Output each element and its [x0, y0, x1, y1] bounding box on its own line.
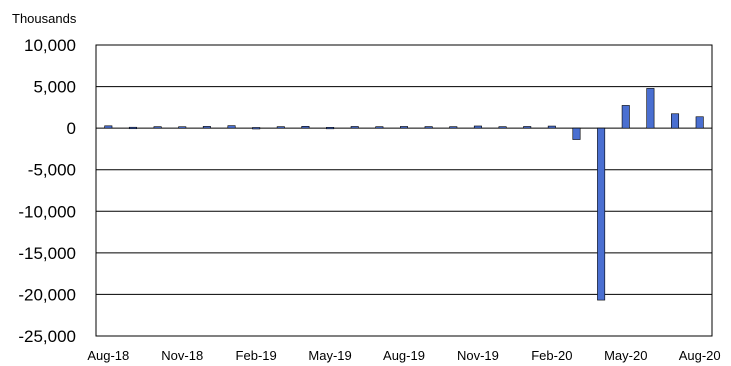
- x-tick-label: May-20: [604, 348, 647, 363]
- bar-apr-20: [597, 127, 606, 301]
- bar-dec-18: [202, 126, 211, 129]
- bar-may-19: [326, 127, 335, 130]
- y-tick-label: 10,000: [24, 36, 76, 55]
- bar-feb-20: [547, 125, 556, 129]
- x-tick-label: Aug-20: [679, 348, 721, 363]
- x-tick-label: Aug-19: [383, 348, 425, 363]
- x-tick-label: Feb-20: [531, 348, 572, 363]
- bar-jun-20: [646, 88, 655, 129]
- bar-jul-20: [671, 113, 680, 129]
- bar-oct-19: [449, 126, 458, 129]
- bar-jan-19: [227, 125, 236, 129]
- y-unit-label: Thousands: [12, 11, 77, 26]
- x-tick-label: May-19: [308, 348, 351, 363]
- bar-feb-19: [252, 127, 261, 130]
- bars: [104, 88, 704, 301]
- bar-jun-19: [350, 126, 359, 129]
- y-tick-label: -25,000: [18, 327, 76, 346]
- bar-oct-18: [153, 126, 162, 129]
- bar-sep-19: [424, 126, 433, 129]
- bar-jul-19: [375, 126, 384, 129]
- x-axis-ticks: Aug-18 Nov-18 Feb-19 May-19 Aug-19 Nov-19 Feb-…: [87, 348, 720, 363]
- y-tick-label: 5,000: [33, 78, 76, 97]
- y-tick-label: -10,000: [18, 202, 76, 221]
- y-axis-ticks: 10,000 5,000 0 -5,000 -10,000 -15,000 -20,000 -…: [18, 36, 76, 346]
- y-tick-label: 0: [67, 119, 76, 138]
- bar-mar-20: [572, 127, 581, 140]
- x-tick-label: Aug-18: [87, 348, 129, 363]
- plot-area-border: [95, 44, 713, 337]
- y-tick-label: -20,000: [18, 285, 76, 304]
- bar-may-20: [621, 105, 630, 129]
- gridlines: [96, 44, 712, 337]
- x-tick-label: Nov-19: [457, 348, 499, 363]
- plot-frame: [95, 44, 713, 337]
- bar-dec-19: [498, 126, 507, 129]
- bar-nov-18: [178, 126, 187, 129]
- y-tick-label: -5,000: [28, 161, 76, 180]
- bar-sep-18: [128, 126, 137, 130]
- bar-jan-20: [523, 126, 532, 129]
- bar-apr-19: [301, 126, 310, 129]
- bar-aug-20: [695, 116, 704, 129]
- y-tick-label: -15,000: [18, 244, 76, 263]
- bar-nov-19: [473, 125, 482, 129]
- bar-aug-19: [400, 126, 408, 129]
- bar-aug-18: [104, 125, 113, 129]
- bar-mar-19: [276, 126, 285, 129]
- x-tick-label: Nov-18: [161, 348, 203, 363]
- x-tick-label: Feb-19: [236, 348, 277, 363]
